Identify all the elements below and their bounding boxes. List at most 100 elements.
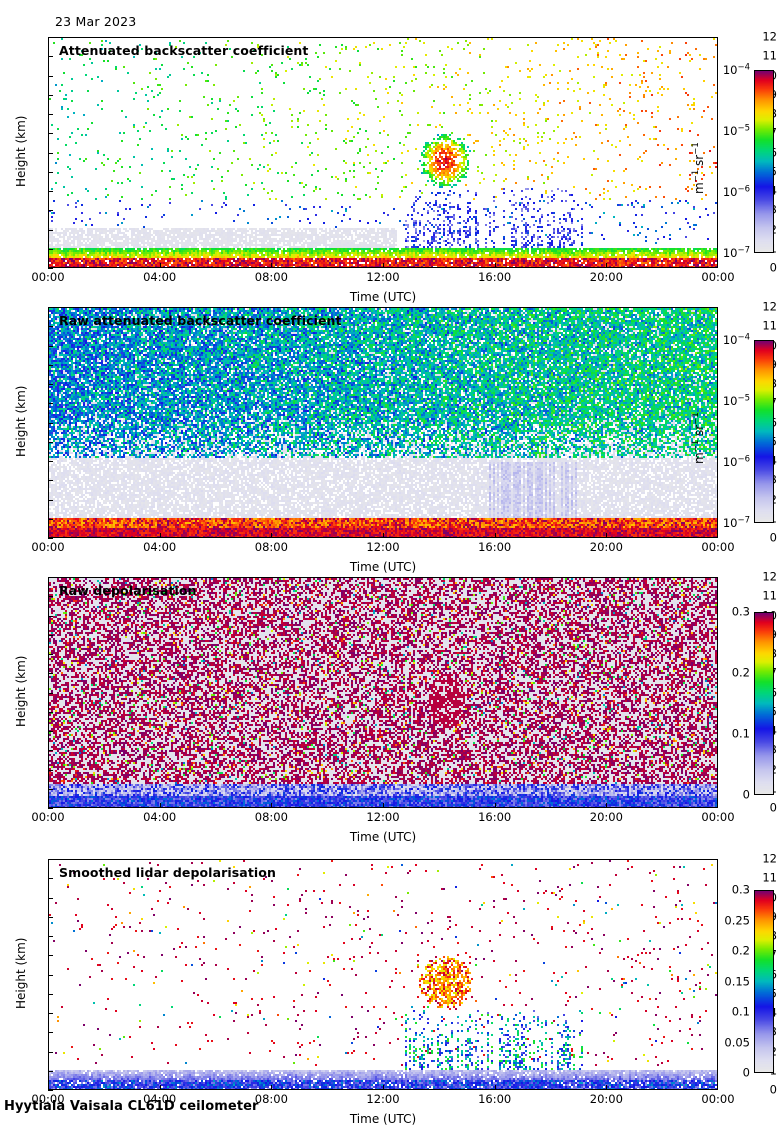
- y-tick-mark: [48, 480, 53, 482]
- y-tick-mark: [48, 384, 53, 385]
- x-tick-mark: [494, 263, 496, 268]
- colorbar-tick-label: 10−6: [722, 184, 750, 200]
- y-tick-mark: [48, 692, 53, 694]
- colorbar-tick-label: 0: [742, 1065, 750, 1080]
- x-tick-mark: [383, 263, 384, 268]
- x-tick-mark: [159, 533, 161, 538]
- x-tick-mark: [606, 533, 608, 538]
- colorbar-3: [754, 890, 774, 1073]
- y-tick-mark: [48, 210, 53, 212]
- x-tick-label: 04:00: [143, 540, 177, 554]
- y-tick-label: 11: [762, 588, 777, 603]
- y-axis-label: Height (km): [14, 937, 28, 1009]
- y-tick-mark: [48, 518, 53, 520]
- y-tick-mark: [48, 615, 53, 617]
- y-tick-mark: [48, 878, 53, 880]
- y-tick-mark: [48, 1070, 53, 1072]
- colorbar-2: [754, 612, 774, 795]
- x-tick-label: 16:00: [478, 1092, 512, 1106]
- x-tick-mark: [606, 263, 608, 268]
- y-tick-mark: [48, 993, 53, 995]
- y-tick-mark: [48, 441, 53, 443]
- x-tick-label: 20:00: [589, 540, 623, 554]
- colorbar-tick-label: 10−5: [722, 393, 750, 409]
- x-tick-label: 12:00: [366, 1092, 400, 1106]
- y-tick-mark: [48, 75, 53, 77]
- y-tick-mark: [48, 974, 53, 976]
- y-tick-mark: [48, 37, 53, 38]
- x-axis-label: Time (UTC): [349, 560, 417, 574]
- x-tick-mark: [271, 533, 273, 538]
- x-tick-mark: [271, 263, 273, 268]
- y-tick-label: 0: [769, 800, 777, 815]
- x-tick-mark: [494, 1085, 496, 1090]
- plot-area-3[interactable]: Smoothed lidar depolarisation: [48, 859, 718, 1090]
- heatmap-canvas-0: [49, 38, 717, 267]
- y-tick-mark: [48, 499, 53, 501]
- panel-title-1: Raw attenuated backscatter coefficient: [59, 313, 342, 328]
- y-tick-mark: [48, 731, 53, 732]
- x-tick-mark: [159, 803, 161, 808]
- colorbar-gradient-3: [755, 891, 773, 1072]
- x-tick-mark: [383, 803, 384, 808]
- y-tick-label: 12: [762, 569, 777, 584]
- y-tick-mark: [48, 859, 53, 860]
- x-tick-label: 08:00: [254, 540, 288, 554]
- x-tick-label: 08:00: [254, 810, 288, 824]
- y-tick-mark: [48, 461, 53, 462]
- y-tick-mark: [48, 133, 53, 135]
- heatmap-canvas-1: [49, 308, 717, 537]
- colorbar-tick-label: 0.2: [731, 665, 750, 680]
- y-tick-mark: [48, 307, 53, 308]
- y-tick-mark: [48, 916, 53, 918]
- x-tick-mark: [383, 533, 384, 538]
- x-axis-label: Time (UTC): [349, 830, 417, 844]
- y-tick-mark: [48, 750, 53, 752]
- x-tick-label: 00:00: [31, 270, 65, 284]
- y-tick-mark: [48, 114, 53, 115]
- x-axis-label: Time (UTC): [349, 1112, 417, 1126]
- y-tick-mark: [48, 577, 53, 578]
- x-tick-mark: [159, 1085, 161, 1090]
- y-tick-mark: [48, 248, 53, 250]
- figure-footer-caption: Hyytiala Vaisala CL61D ceilometer: [4, 1099, 259, 1114]
- y-tick-mark: [48, 711, 53, 713]
- y-tick-mark: [48, 268, 53, 269]
- x-tick-label: 00:00: [31, 810, 65, 824]
- x-tick-label: 12:00: [366, 270, 400, 284]
- x-tick-mark: [606, 1085, 608, 1090]
- colorbar-unit-label: m−1 sr−1: [691, 411, 706, 464]
- plot-area-2[interactable]: Raw depolarisation: [48, 577, 718, 808]
- colorbar-tick-label: 10−4: [722, 332, 750, 348]
- y-tick-mark: [48, 769, 53, 771]
- colorbar-tick-label: 0: [742, 787, 750, 802]
- y-tick-mark: [48, 634, 53, 636]
- x-tick-label: 00:00: [701, 540, 735, 554]
- y-tick-mark: [48, 538, 53, 539]
- y-tick-mark: [48, 403, 53, 405]
- y-tick-label: 11: [762, 48, 777, 63]
- colorbar-tick-label: 10−7: [722, 245, 750, 261]
- x-tick-mark: [159, 263, 161, 268]
- x-tick-label: 20:00: [589, 270, 623, 284]
- y-axis-label: Height (km): [14, 385, 28, 457]
- y-tick-mark: [48, 1032, 53, 1034]
- y-tick-label: 12: [762, 851, 777, 866]
- figure-date: 23 Mar 2023: [55, 14, 137, 29]
- y-tick-mark: [48, 596, 53, 598]
- panel-title-2: Raw depolarisation: [59, 583, 197, 598]
- plot-area-1[interactable]: Raw attenuated backscatter coefficient: [48, 307, 718, 538]
- y-tick-mark: [48, 364, 53, 366]
- plot-area-0[interactable]: Attenuated backscatter coefficient: [48, 37, 718, 268]
- colorbar-tick-label: 10−5: [722, 123, 750, 139]
- y-tick-label: 12: [762, 299, 777, 314]
- y-tick-label: 11: [762, 870, 777, 885]
- y-tick-mark: [48, 654, 53, 655]
- x-tick-mark: [494, 803, 496, 808]
- y-axis-label: Height (km): [14, 115, 28, 187]
- y-tick-mark: [48, 94, 53, 96]
- y-tick-mark: [48, 171, 53, 173]
- colorbar-tick-label: 0.15: [724, 973, 750, 988]
- y-tick-mark: [48, 808, 53, 809]
- y-tick-label: 0: [769, 530, 777, 545]
